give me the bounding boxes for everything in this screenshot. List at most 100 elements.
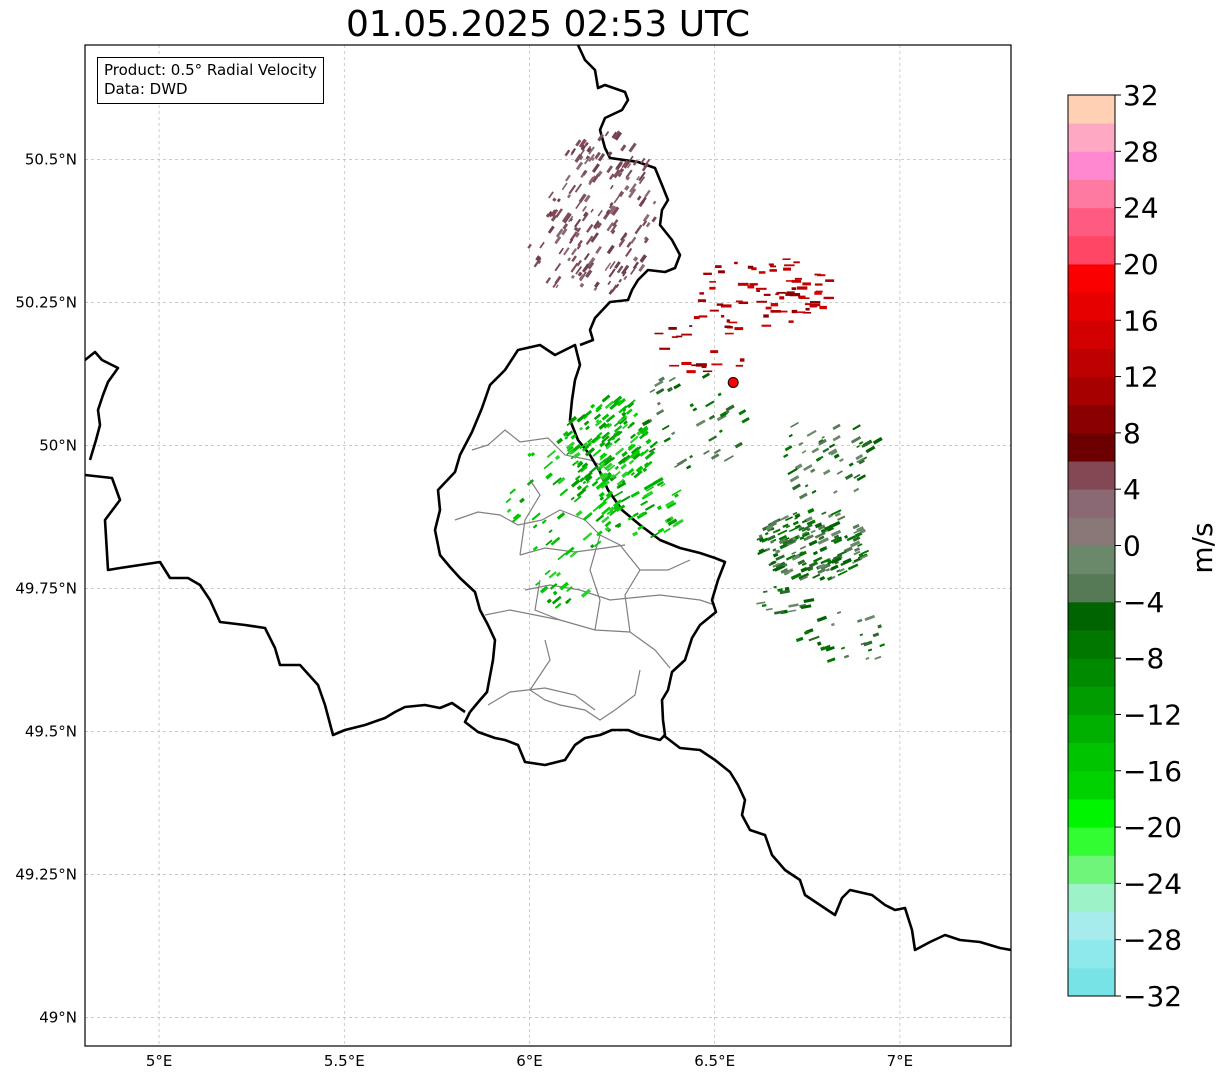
radar-echo bbox=[654, 332, 664, 335]
radar-echo bbox=[874, 655, 882, 660]
radar-echo bbox=[604, 441, 612, 448]
colorbar-segment bbox=[1068, 461, 1115, 490]
radar-echo bbox=[783, 568, 794, 576]
radar-echo bbox=[792, 520, 799, 526]
colorbar-segment bbox=[1068, 798, 1115, 828]
radar-echo bbox=[761, 537, 769, 543]
radar-echo bbox=[681, 361, 692, 365]
radar-echo bbox=[570, 248, 578, 256]
radar-echo bbox=[604, 520, 612, 528]
radar-echo bbox=[782, 523, 789, 528]
radar-echo bbox=[554, 275, 562, 285]
radar-echo bbox=[734, 261, 738, 265]
radar-echo bbox=[543, 460, 554, 470]
radar-echo bbox=[613, 437, 621, 444]
radar-echo bbox=[639, 196, 647, 206]
radar-echo bbox=[556, 512, 566, 520]
radar-echo bbox=[770, 265, 777, 268]
radar-echo bbox=[616, 478, 625, 487]
radar-echo bbox=[768, 263, 774, 266]
radar-echo bbox=[621, 264, 630, 275]
colorbar-segment bbox=[1068, 601, 1115, 631]
radar-echo bbox=[605, 209, 611, 215]
colorbar-segment bbox=[1068, 376, 1115, 406]
radar-echo bbox=[762, 590, 768, 593]
radar-echo bbox=[599, 441, 606, 448]
radar-echo bbox=[758, 271, 766, 274]
radar-echo bbox=[595, 476, 601, 482]
radar-echo bbox=[663, 436, 671, 443]
radar-echo bbox=[785, 280, 796, 282]
colorbar-tick-label: 24 bbox=[1123, 192, 1159, 225]
radar-echo bbox=[716, 303, 724, 306]
radar-echo bbox=[630, 433, 636, 439]
radar-echo bbox=[570, 262, 579, 273]
radar-echo bbox=[609, 474, 615, 479]
radar-echo bbox=[620, 463, 627, 470]
radar-echo bbox=[562, 430, 569, 437]
colorbar-tick-label: −16 bbox=[1123, 755, 1182, 788]
radar-echo bbox=[818, 438, 827, 446]
radar-echo bbox=[566, 445, 574, 453]
radar-echo bbox=[814, 291, 822, 295]
radar-echo bbox=[821, 435, 825, 439]
radar-echo bbox=[803, 630, 810, 635]
radar-echo bbox=[561, 228, 568, 236]
radar-echo bbox=[794, 535, 799, 540]
radar-echo bbox=[586, 480, 591, 484]
radar-echo bbox=[792, 511, 798, 516]
radar-echo bbox=[761, 603, 767, 607]
radar-echo bbox=[597, 209, 603, 217]
radar-echo bbox=[597, 153, 606, 162]
radar-echo bbox=[798, 297, 810, 299]
radar-echo bbox=[570, 433, 577, 440]
radar-echo bbox=[626, 399, 636, 408]
radar-echo bbox=[591, 163, 600, 173]
radar-echo bbox=[624, 184, 630, 191]
radar-echo bbox=[598, 491, 605, 498]
colorbar-tick-label: −12 bbox=[1123, 698, 1182, 731]
radar-echo bbox=[592, 449, 602, 457]
radar-echo bbox=[573, 451, 581, 459]
radar-echo bbox=[585, 425, 590, 431]
radar-echo bbox=[556, 198, 561, 203]
radar-echo bbox=[666, 502, 677, 509]
radar-echo bbox=[854, 531, 863, 538]
radar-echo bbox=[620, 232, 628, 241]
radar-echo bbox=[751, 267, 757, 271]
radar-echo bbox=[604, 400, 615, 409]
radar-echo bbox=[877, 624, 882, 629]
radar-echo bbox=[827, 448, 838, 456]
radar-echo bbox=[651, 216, 657, 223]
radar-echo bbox=[589, 465, 599, 474]
radar-echo bbox=[645, 486, 655, 492]
radar-echo bbox=[799, 545, 807, 550]
radar-echo bbox=[606, 221, 615, 232]
radar-echo bbox=[848, 462, 854, 467]
radar-echo bbox=[530, 451, 536, 457]
radar-echo bbox=[628, 188, 637, 199]
radar-echo bbox=[588, 153, 595, 163]
lat-tick-label: 49.25°N bbox=[15, 865, 77, 883]
radar-echo bbox=[784, 586, 790, 591]
radar-echo bbox=[595, 480, 606, 490]
radar-echo bbox=[820, 644, 831, 651]
radar-echo bbox=[856, 445, 860, 449]
radar-echo bbox=[693, 316, 700, 320]
radar-echo bbox=[580, 149, 585, 156]
radar-echo bbox=[531, 512, 541, 521]
radar-echo bbox=[765, 525, 774, 531]
radar-site-marker bbox=[727, 376, 739, 388]
radar-echo bbox=[583, 194, 591, 203]
radar-echo bbox=[820, 558, 830, 565]
radar-echo bbox=[580, 466, 588, 473]
radar-echo bbox=[788, 526, 799, 533]
colorbar-segment bbox=[1068, 517, 1115, 546]
radar-echo bbox=[568, 184, 577, 195]
radar-echo bbox=[629, 435, 639, 444]
radar-echo bbox=[850, 435, 862, 444]
radar-echo bbox=[586, 223, 594, 233]
radar-echo bbox=[637, 445, 642, 450]
radar-echo bbox=[613, 490, 624, 498]
radar-echo bbox=[794, 513, 801, 519]
